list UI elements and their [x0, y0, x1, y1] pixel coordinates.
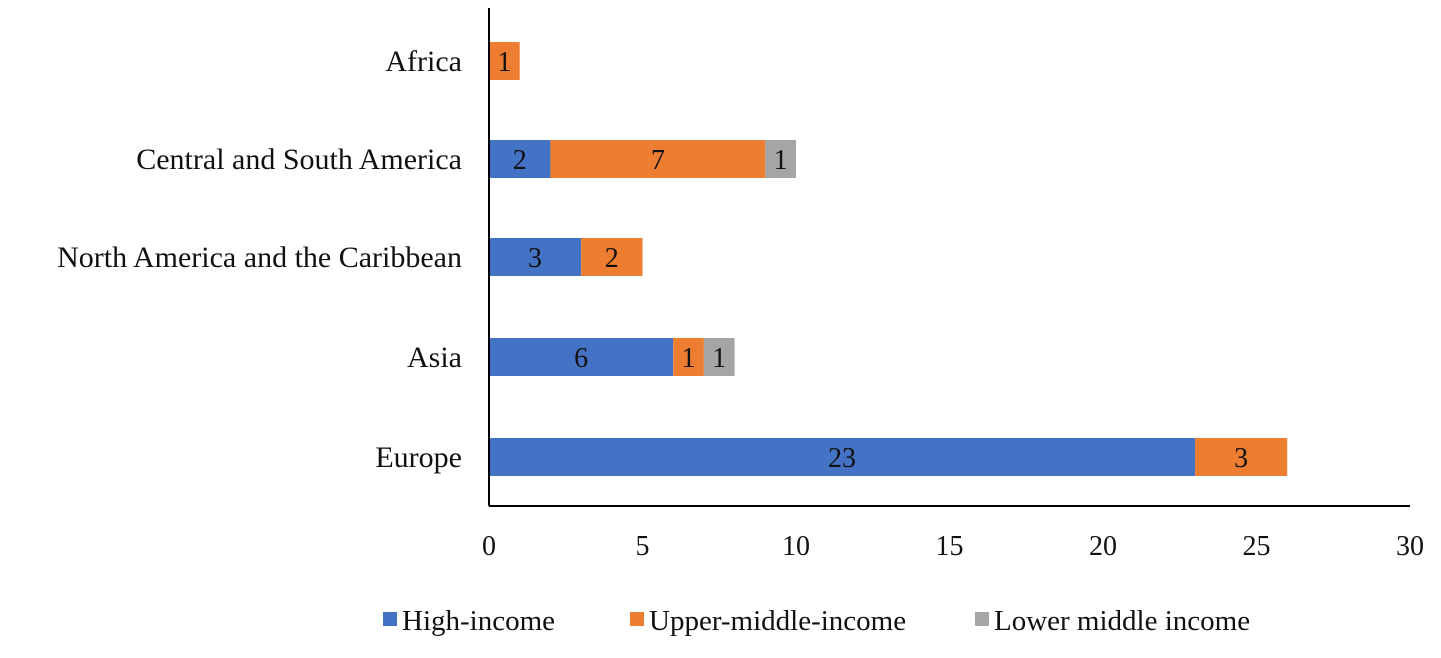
legend: High-income Upper-middle-income Lower midd… — [383, 605, 1250, 637]
data-label-europe-upper-middle-income: 3 — [1234, 443, 1248, 474]
category-label-north-america-and-the-caribbean: North America and the Caribbean — [57, 241, 462, 274]
data-label-north-america-and-the-caribbean-high-income: 3 — [528, 243, 542, 274]
x-tick-label-15: 15 — [936, 531, 964, 562]
bar-central-and-south-america-high-income — [489, 140, 551, 178]
data-label-north-america-and-the-caribbean-upper-middle-income: 2 — [605, 243, 619, 274]
x-tick-label-30: 30 — [1396, 531, 1424, 562]
category-label-africa: Africa — [385, 45, 462, 78]
bars-layer — [489, 42, 1288, 476]
bar-asia-upper-middle-income — [673, 338, 704, 376]
bar-central-and-south-america-lower-middle-income — [765, 140, 796, 178]
bar-asia-high-income — [489, 338, 674, 376]
legend-swatch-lower-middle-income — [975, 612, 989, 626]
data-label-asia-high-income: 6 — [574, 343, 588, 374]
data-label-central-and-south-america-high-income: 2 — [513, 145, 527, 176]
bar-asia-lower-middle-income — [703, 338, 735, 376]
category-label-europe: Europe — [375, 441, 462, 474]
bar-north-america-and-the-caribbean-high-income — [489, 238, 582, 276]
data-label-africa-upper-middle-income: 1 — [497, 47, 511, 78]
bar-europe-high-income — [489, 438, 1196, 476]
legend-swatch-upper-middle-income — [630, 612, 644, 626]
category-label-asia: Asia — [407, 341, 462, 374]
x-tick-label-20: 20 — [1089, 531, 1117, 562]
bar-europe-upper-middle-income — [1195, 438, 1288, 476]
data-label-europe-high-income: 23 — [828, 443, 856, 474]
data-label-central-and-south-america-lower-middle-income: 1 — [774, 145, 788, 176]
legend-label-high-income: High-income — [402, 605, 555, 637]
data-label-asia-lower-middle-income: 1 — [712, 343, 726, 374]
axes-layer: 0 5 10 15 20 25 30 — [482, 8, 1424, 562]
bar-central-and-south-america-upper-middle-income — [550, 140, 766, 178]
data-labels-layer: 12 7 13 26 1 123 3 — [497, 47, 1248, 474]
x-tick-label-25: 25 — [1243, 531, 1271, 562]
x-tick-label-10: 10 — [782, 531, 810, 562]
legend-label-lower-middle-income: Lower middle income — [994, 605, 1250, 637]
legend-label-upper-middle-income: Upper-middle-income — [649, 605, 906, 637]
bar-north-america-and-the-caribbean-upper-middle-income — [581, 238, 643, 276]
data-label-asia-upper-middle-income: 1 — [682, 343, 696, 374]
legend-swatch-high-income — [383, 612, 397, 626]
x-tick-label-0: 0 — [482, 531, 496, 562]
x-tick-label-5: 5 — [636, 531, 650, 562]
data-label-central-and-south-america-upper-middle-income: 7 — [651, 145, 665, 176]
bar-africa-upper-middle-income — [489, 42, 520, 80]
category-labels-layer: Africa Central and South America North Ame… — [57, 45, 462, 474]
category-label-central-and-south-america: Central and South America — [136, 143, 462, 176]
